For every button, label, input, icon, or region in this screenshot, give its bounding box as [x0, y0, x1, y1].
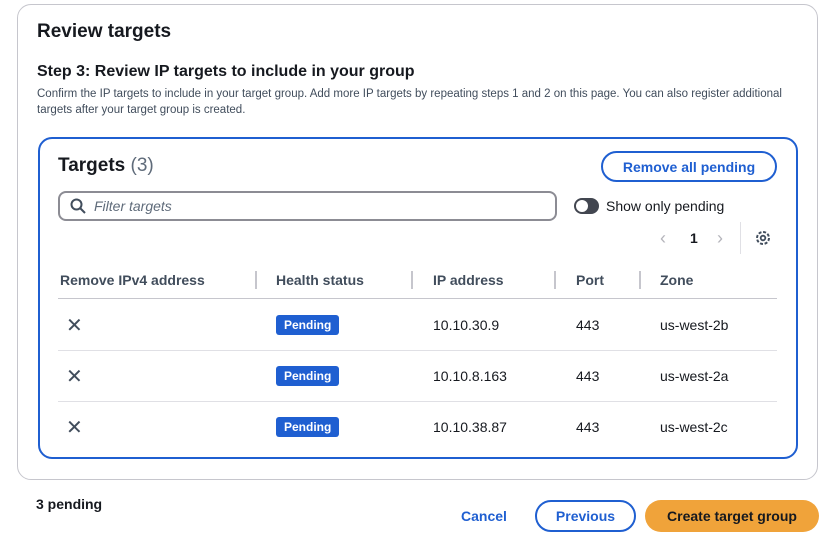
column-header-health: Health status — [276, 272, 364, 288]
targets-title: Targets (3) — [58, 155, 154, 177]
pending-count: 3 pending — [36, 496, 103, 512]
page-number[interactable]: 1 — [690, 230, 698, 246]
column-header-remove: Remove IPv4 address — [60, 272, 205, 288]
table-row: ✕ Pending 10.10.8.163 443 us-west-2a — [0, 351, 835, 401]
ip-address: 10.10.38.87 — [433, 419, 507, 435]
review-targets-card — [17, 4, 818, 480]
port: 443 — [576, 368, 600, 384]
row-divider — [58, 350, 777, 351]
cancel-button[interactable]: Cancel — [461, 508, 507, 524]
show-only-pending-label: Show only pending — [606, 198, 725, 214]
show-only-pending-toggle[interactable] — [574, 198, 599, 214]
next-page-icon[interactable]: › — [717, 228, 723, 248]
settings-gear-icon[interactable] — [754, 229, 772, 247]
column-header-port: Port — [576, 272, 604, 288]
column-header-ip: IP address — [433, 272, 504, 288]
targets-panel — [38, 137, 798, 459]
remove-target-icon[interactable]: ✕ — [66, 417, 83, 439]
column-divider[interactable] — [554, 271, 556, 289]
step-description: Confirm the IP targets to include in you… — [37, 88, 782, 116]
ip-address: 10.10.30.9 — [433, 317, 500, 333]
zone: us-west-2c — [660, 419, 728, 435]
column-divider[interactable] — [255, 271, 257, 289]
step-heading: Step 3: Review IP targets to include in … — [37, 63, 415, 80]
column-header-zone: Zone — [660, 272, 694, 288]
zone: us-west-2b — [660, 317, 729, 333]
targets-count: (3) — [130, 155, 154, 176]
status-badge: Pending — [276, 417, 340, 437]
pagination-divider — [740, 222, 741, 254]
column-divider[interactable] — [411, 271, 413, 289]
remove-target-icon[interactable]: ✕ — [66, 366, 83, 388]
table-row: ✕ Pending 10.10.38.87 443 us-west-2c — [0, 402, 835, 452]
column-divider[interactable] — [639, 271, 641, 289]
row-divider — [58, 401, 777, 402]
filter-targets-field[interactable] — [58, 191, 557, 221]
status-badge: Pending — [276, 315, 340, 335]
zone: us-west-2a — [660, 368, 729, 384]
previous-button[interactable]: Previous — [535, 500, 636, 532]
previous-page-icon[interactable]: ‹ — [660, 228, 666, 248]
status-badge: Pending — [276, 366, 340, 386]
filter-targets-input[interactable] — [94, 198, 514, 214]
port: 443 — [576, 317, 600, 333]
port: 443 — [576, 419, 600, 435]
targets-title-text: Targets — [58, 155, 126, 176]
section-title: Review targets — [37, 21, 172, 42]
header-divider — [58, 298, 777, 299]
create-target-group-button[interactable]: Create target group — [645, 500, 819, 532]
ip-address: 10.10.8.163 — [433, 368, 507, 384]
table-row: ✕ Pending 10.10.30.9 443 us-west-2b — [0, 300, 835, 350]
search-icon — [70, 198, 86, 214]
remove-target-icon[interactable]: ✕ — [66, 315, 83, 337]
remove-all-pending-button[interactable]: Remove all pending — [601, 151, 777, 182]
